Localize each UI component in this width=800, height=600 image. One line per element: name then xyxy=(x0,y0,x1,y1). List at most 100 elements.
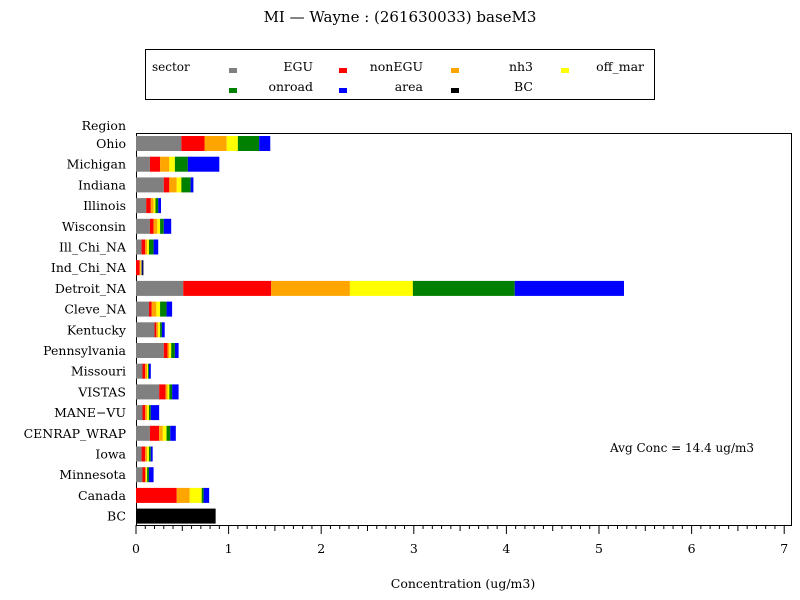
x-axis-title: Concentration (ug/m3) xyxy=(391,576,535,591)
category-label: Missouri xyxy=(71,364,126,379)
bar-segment-onroad xyxy=(201,487,204,503)
x-tick-label: 2 xyxy=(317,541,325,556)
bar-segment-nonegu xyxy=(142,405,146,421)
bar-segment-off-mar xyxy=(167,384,170,400)
bar-segment-onroad xyxy=(148,405,151,421)
bar-segment-onroad xyxy=(148,239,154,255)
bar-segment-egu xyxy=(136,343,164,358)
bar-segment-egu xyxy=(136,384,160,400)
legend-swatch xyxy=(339,68,347,73)
x-tick-label: 1 xyxy=(225,541,233,556)
x-tick-label: 4 xyxy=(502,541,510,556)
bar-segment-egu xyxy=(136,198,147,214)
bar-segment-egu xyxy=(136,322,155,338)
bar-segment-onroad xyxy=(171,343,175,358)
bar-segment-onroad xyxy=(412,280,515,296)
bar-segment-nonegu xyxy=(141,446,146,462)
bar-segment-nonegu xyxy=(181,136,205,151)
category-label: Detroit_NA xyxy=(55,281,127,296)
bar-segment-nh3 xyxy=(160,156,170,172)
bar-segment-area xyxy=(170,425,176,441)
bar-segment-area xyxy=(141,260,143,276)
bar-segment-nh3 xyxy=(159,425,163,441)
category-label: BC xyxy=(107,509,126,524)
bar-segment-off-mar xyxy=(146,467,148,483)
legend-label: nh3 xyxy=(509,59,533,74)
bar-segment-nonegu xyxy=(136,487,177,503)
bar-segment-nonegu xyxy=(142,363,146,379)
bar-segment-nh3 xyxy=(169,177,177,193)
bar-segment-off-mar xyxy=(156,301,161,317)
bar-segment-nh3 xyxy=(204,136,227,151)
x-tick-label: 7 xyxy=(780,541,788,556)
bar-segment-nh3 xyxy=(145,467,147,483)
bar-segment-off-mar xyxy=(147,363,149,379)
bar-segment-area xyxy=(148,467,154,483)
bar-segment-nh3 xyxy=(145,405,148,421)
bar-segment-area xyxy=(174,343,179,358)
bar-segment-off-mar xyxy=(157,218,161,234)
legend-swatch xyxy=(229,88,237,93)
bar-segment-egu xyxy=(136,467,143,483)
bar-segment-nonegu xyxy=(149,218,154,234)
legend-label: BC xyxy=(514,79,533,94)
bar-segment-area xyxy=(150,405,160,421)
category-label: Canada xyxy=(78,488,127,503)
bar-segment-onroad xyxy=(148,363,149,379)
bar-segment-off-mar xyxy=(147,446,149,462)
legend-label: nonEGU xyxy=(370,59,423,74)
y-axis-title: Region xyxy=(82,118,126,133)
bar-segment-onroad xyxy=(160,301,167,317)
bar-segment-onroad xyxy=(160,322,162,338)
bar-segment-bc xyxy=(136,508,216,524)
bar-segment-egu xyxy=(136,218,150,234)
bar-segment-nh3 xyxy=(165,384,168,400)
bar-segment-onroad xyxy=(174,156,188,172)
bar-segment-off-mar xyxy=(147,405,149,421)
legend-swatch xyxy=(451,68,459,73)
bar-segment-area xyxy=(166,301,173,317)
bar-segment-area xyxy=(203,487,210,503)
avg-conc-annotation: Avg Conc = 14.4 ug/m3 xyxy=(609,441,754,455)
bar-segment-nonegu xyxy=(149,156,161,172)
category-label: Wisconsin xyxy=(62,219,126,234)
bar-segment-off-mar xyxy=(169,343,172,358)
bar-segment-onroad xyxy=(160,218,164,234)
bar-segment-nonegu xyxy=(159,384,166,400)
category-label: Pennsylvania xyxy=(43,343,126,358)
bar-segment-bc xyxy=(142,260,144,276)
bar-segment-off-mar xyxy=(189,487,202,503)
bar-segment-off-mar xyxy=(349,280,413,296)
category-label: Illinois xyxy=(83,198,126,213)
bar-segment-egu xyxy=(136,177,164,193)
bar-segment-nonegu xyxy=(149,425,160,441)
x-tick-label: 5 xyxy=(595,541,603,556)
bar-segment-nonegu xyxy=(142,467,146,483)
bar-segment-nonegu xyxy=(163,177,170,193)
bar-segment-area xyxy=(190,177,194,193)
legend-box xyxy=(145,49,655,100)
bar-segment-nh3 xyxy=(176,487,190,503)
bar-segment-nh3 xyxy=(145,446,148,462)
category-label: CENRAP_WRAP xyxy=(24,426,126,441)
bar-segment-onroad xyxy=(155,198,159,214)
bar-segment-area xyxy=(158,198,162,214)
legend-swatch xyxy=(451,88,459,93)
bar-segment-onroad xyxy=(237,136,260,151)
legend-label: area xyxy=(395,79,424,94)
bar-segment-egu xyxy=(136,363,143,379)
legend-swatch xyxy=(339,88,347,93)
bar-segment-nh3 xyxy=(145,363,148,379)
bar-segment-area xyxy=(259,136,271,151)
bar-segment-off-mar xyxy=(169,156,175,172)
category-label: Indiana xyxy=(78,177,126,192)
bar-segment-area xyxy=(161,322,165,338)
legend-label: off_mar xyxy=(596,59,644,74)
bar-segment-off-mar xyxy=(162,425,167,441)
bar-segment-egu xyxy=(136,136,182,151)
bar-segment-nh3 xyxy=(151,301,157,317)
legend-title: sector xyxy=(152,60,190,74)
bar-segment-egu xyxy=(136,405,143,421)
